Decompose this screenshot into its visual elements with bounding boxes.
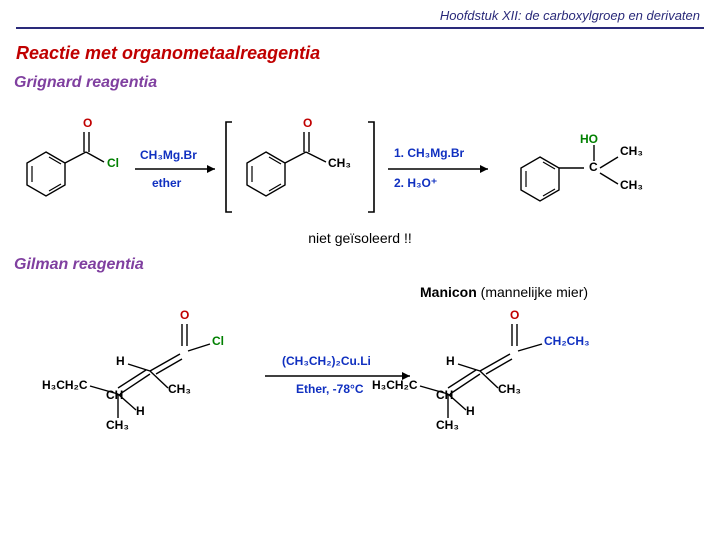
gilman-prod-CH3b: CH₃ <box>436 418 459 432</box>
grignard-sub-Cl: Cl <box>107 156 119 170</box>
grignard-reagent-bottom: ether <box>152 176 181 190</box>
gilman-prod-frag: H₃CH₂C <box>372 378 418 392</box>
gilman-prod-CH3: CH₃ <box>498 382 521 396</box>
grignard-prod-HO: HO <box>580 132 598 146</box>
gilman-sub-CH3b: CH₃ <box>106 418 129 432</box>
gilman-sub-H: H <box>116 354 125 368</box>
gilman-sub-CH3: CH₃ <box>168 382 191 396</box>
page-title: Reactie met organometaalreagentia <box>0 39 720 70</box>
product-name-rest: (mannelijke mier) <box>477 284 588 300</box>
gilman-reagent-bottom: Ether, -78°C <box>296 382 364 396</box>
grignard-step2: 2. H₃O⁺ <box>394 176 437 190</box>
product-name-bold: Manicon <box>420 284 477 300</box>
gilman-sub-Cl: Cl <box>212 334 224 348</box>
gilman-sub-H2: H <box>136 404 145 418</box>
grignard-prod-C: C <box>589 160 598 174</box>
grignard-heading: Grignard reagentia <box>0 70 720 98</box>
grignard-int-CH3: CH₃ <box>328 156 351 170</box>
gilman-sub-O: O <box>180 308 189 322</box>
grignard-step1: 1. CH₃Mg.Br <box>394 146 464 160</box>
gilman-product-name: Manicon (mannelijke mier) <box>0 284 720 300</box>
grignard-int-O: O <box>303 116 312 130</box>
grignard-scheme: O Cl CH₃Mg.Br ether O CH₃ 1. CH₃Mg.Br 2.… <box>10 104 710 234</box>
gilman-scheme: O Cl H CH₃ H₃CH₂C CH H CH₃ (CH₃CH₂)₂Cu.L… <box>10 306 710 456</box>
grignard-sub-O: O <box>83 116 92 130</box>
gilman-sub-CH: CH <box>106 388 123 402</box>
gilman-heading: Gilman reagentia <box>0 252 720 280</box>
gilman-sub-frag: H₃CH₂C <box>42 378 88 392</box>
grignard-reagent-top: CH₃Mg.Br <box>140 148 197 162</box>
gilman-prod-H: H <box>446 354 455 368</box>
gilman-reagent-top: (CH₃CH₂)₂Cu.Li <box>282 354 371 368</box>
gilman-prod-CH2CH3: CH₂CH₃ <box>544 334 590 348</box>
gilman-prod-O: O <box>510 308 519 322</box>
grignard-prod-CH3a: CH₃ <box>620 144 643 158</box>
header-rule <box>16 27 704 29</box>
chapter-header: Hoofdstuk XII: de carboxylgroep en deriv… <box>0 0 720 27</box>
grignard-prod-CH3b: CH₃ <box>620 178 643 192</box>
gilman-prod-CH: CH <box>436 388 453 402</box>
gilman-prod-H2: H <box>466 404 475 418</box>
